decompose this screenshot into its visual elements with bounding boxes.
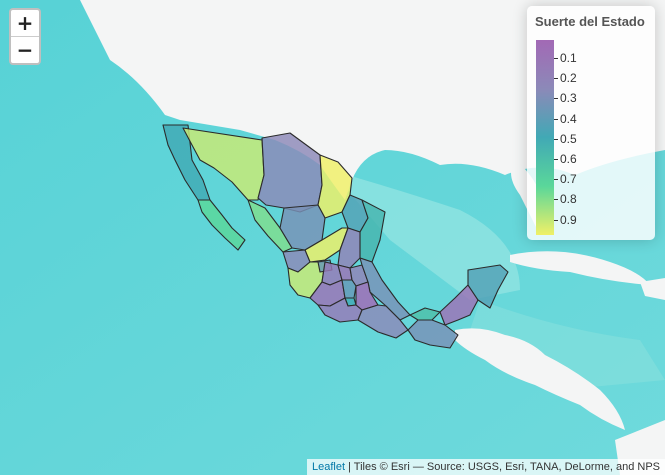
land-cuba (510, 251, 650, 285)
land-hispaniola (640, 278, 665, 300)
legend-tick (554, 138, 558, 140)
legend-tick (554, 58, 558, 59)
mexico-states (162, 124, 509, 349)
legend-label: 0.2 (560, 71, 577, 86)
land-north-america (80, 0, 665, 200)
legend-label: 0.4 (560, 111, 577, 126)
state-tabasco[interactable] (409, 307, 441, 321)
legend-label: 0.5 (560, 131, 577, 146)
attribution-text: | Tiles © Esri — Source: USGS, Esri, TAN… (345, 461, 660, 473)
legend-tick (554, 118, 558, 120)
legend-tick (554, 199, 558, 201)
zoom-in-button[interactable]: + (16, 11, 34, 35)
state-sinaloa[interactable] (247, 199, 293, 253)
legend-tick (554, 179, 558, 181)
leaflet-link[interactable]: Leaflet (311, 461, 346, 473)
legend-label: 0.6 (560, 152, 577, 166)
shelf-gulf (330, 170, 520, 300)
map-attribution: Leaflet | Tiles © Esri — Source: USGS, E… (306, 459, 665, 475)
legend: Suerte del Estado 0.1 0.2 0.3 0.4 0.5 0.6 0.7 0… (527, 6, 655, 240)
state-chiapas[interactable] (407, 319, 459, 349)
legend-color-bar (536, 40, 554, 235)
legend-label: 0.7 (560, 172, 577, 187)
legend-tick (554, 219, 558, 221)
legend-label: 0.8 (560, 192, 577, 207)
shelf-caribbean (470, 300, 665, 390)
zoom-control: + − (9, 8, 41, 65)
zoom-out-button[interactable]: − (11, 36, 39, 63)
state-oaxaca[interactable] (357, 304, 409, 339)
state-guerrero[interactable] (317, 297, 363, 323)
legend-label: 0.9 (560, 212, 577, 227)
land-central-america (455, 328, 625, 430)
state-yucatan[interactable] (467, 264, 509, 309)
state-campeche[interactable] (439, 284, 479, 326)
legend-label: 0.3 (560, 91, 577, 106)
legend-tick (554, 98, 558, 100)
legend-tick (554, 78, 558, 80)
legend-label: 0.1 (560, 51, 577, 65)
legend-title: Suerte del Estado (535, 14, 645, 29)
state-mexico[interactable] (341, 279, 357, 299)
legend-tick (554, 159, 558, 160)
state-baja-california-sur[interactable] (197, 199, 246, 251)
